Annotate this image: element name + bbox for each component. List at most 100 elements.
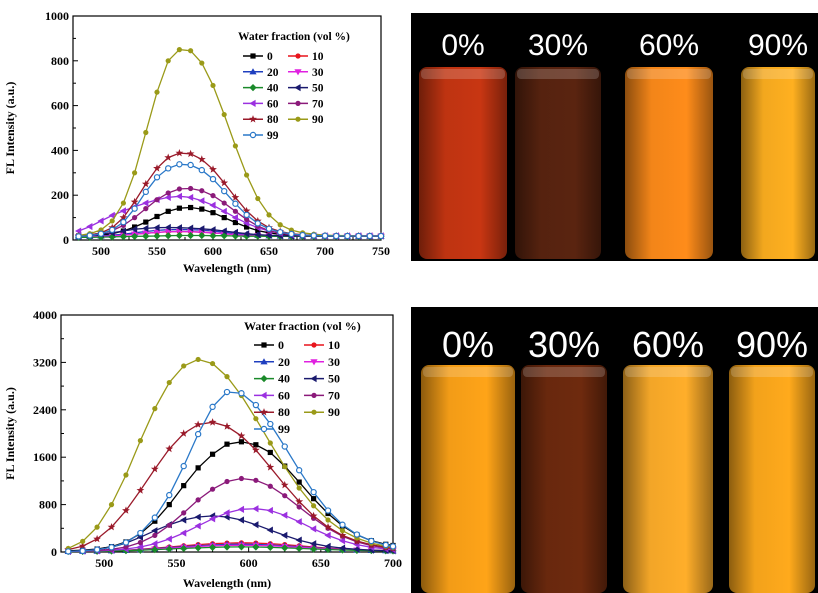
bottom-vials-photo: 0% 30% 60% 90% — [411, 307, 818, 593]
data-point — [94, 524, 100, 530]
data-point — [277, 228, 284, 236]
vial-1 — [419, 67, 507, 259]
data-point — [223, 543, 231, 551]
vial-2 — [521, 365, 607, 593]
data-point — [119, 233, 127, 241]
data-point — [153, 232, 161, 240]
data-point — [199, 60, 205, 66]
legend-swatch-marker — [295, 116, 301, 122]
legend-label: 40 — [278, 372, 290, 386]
legend-entry-80: 80 — [254, 405, 290, 419]
series-line-90 — [67, 358, 394, 549]
data-point — [132, 224, 138, 230]
data-point — [244, 224, 250, 230]
data-point — [253, 416, 259, 422]
legend-entry-30: 30 — [304, 355, 340, 369]
data-point — [209, 165, 217, 173]
data-point — [324, 507, 332, 514]
data-point — [296, 504, 302, 510]
data-point — [179, 429, 188, 437]
data-point — [136, 543, 143, 551]
vial-label: 30% — [528, 324, 600, 365]
series-line-99 — [78, 163, 381, 238]
data-point — [281, 511, 288, 519]
legend-label: 30 — [328, 355, 340, 369]
legend-label: 50 — [328, 372, 340, 386]
vial-4 — [741, 67, 815, 259]
data-point — [267, 449, 273, 456]
data-point — [368, 537, 375, 545]
data-point — [324, 542, 331, 550]
data-point — [151, 514, 159, 521]
vial-meniscus — [517, 69, 599, 79]
data-point — [154, 89, 160, 95]
data-point — [181, 363, 187, 369]
data-point — [333, 232, 340, 240]
data-point — [137, 529, 144, 537]
data-point — [232, 219, 238, 226]
vial-label: 60% — [639, 29, 699, 62]
data-point — [151, 527, 158, 535]
data-point — [237, 505, 245, 513]
legend-label: 60 — [267, 98, 279, 110]
vial-glow — [623, 365, 713, 593]
legend-entry-90: 90 — [288, 114, 324, 126]
data-point — [107, 523, 116, 531]
data-point — [199, 188, 205, 194]
data-point — [210, 82, 216, 89]
data-point — [265, 225, 273, 232]
data-point — [165, 444, 174, 453]
data-point — [254, 220, 261, 227]
data-point — [164, 193, 171, 202]
data-point — [238, 439, 245, 445]
legend-swatch-marker — [249, 131, 257, 139]
data-point — [108, 544, 115, 551]
data-point — [282, 464, 288, 470]
data-point — [181, 483, 187, 489]
data-point — [166, 491, 173, 499]
data-point — [97, 230, 105, 237]
legend-label: 0 — [267, 51, 273, 63]
legend-entry-20: 20 — [243, 67, 279, 79]
y-tick-label: 200 — [51, 188, 69, 202]
y-tick-label: 4000 — [33, 308, 57, 322]
data-point — [266, 506, 273, 515]
x-tick-label: 550 — [148, 244, 166, 258]
data-point — [166, 522, 172, 528]
data-point — [152, 532, 158, 539]
vial-3 — [623, 365, 713, 593]
legend-entry-50: 50 — [304, 372, 340, 386]
data-point — [164, 153, 173, 161]
legend-entry-20: 20 — [254, 355, 290, 369]
data-point — [175, 149, 184, 157]
data-point — [339, 521, 346, 528]
data-point — [152, 518, 158, 524]
bottom-vials-svg: 0% 30% 60% 90% — [421, 324, 815, 593]
data-point — [188, 48, 194, 54]
data-point — [164, 232, 172, 240]
data-point — [176, 47, 182, 53]
data-point — [198, 225, 205, 233]
data-point — [252, 543, 260, 551]
data-point — [232, 143, 238, 149]
data-point — [142, 232, 150, 240]
data-point — [310, 488, 317, 496]
data-point — [142, 199, 149, 207]
data-point — [266, 526, 273, 534]
data-point — [231, 228, 238, 236]
legend-swatch-marker — [260, 358, 268, 365]
data-point — [194, 522, 201, 530]
data-point — [194, 420, 202, 428]
data-point — [80, 538, 86, 544]
data-point — [175, 192, 182, 200]
data-point — [282, 493, 288, 499]
vial-label: 90% — [736, 324, 808, 365]
data-point — [175, 224, 182, 232]
data-point — [180, 544, 188, 553]
data-point — [296, 479, 302, 485]
data-point — [86, 232, 94, 239]
data-point — [280, 480, 289, 489]
data-point — [120, 200, 126, 206]
data-point — [238, 390, 245, 397]
